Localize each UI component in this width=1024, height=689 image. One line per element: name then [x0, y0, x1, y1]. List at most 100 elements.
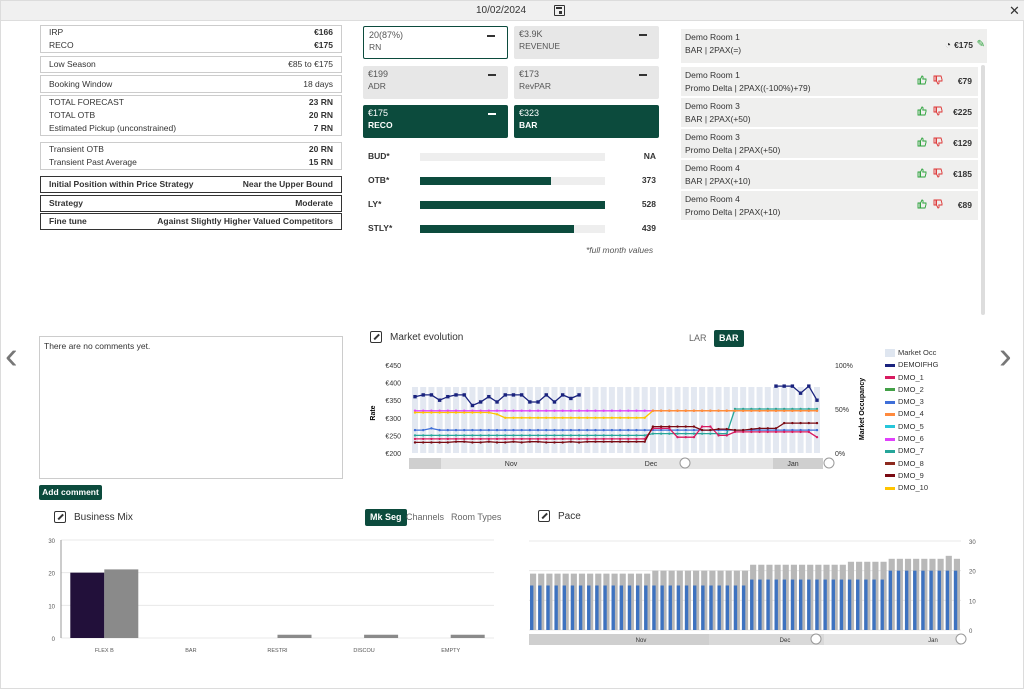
stly-value: 439: [641, 223, 656, 233]
stly-progress: STLY* 439: [368, 222, 660, 236]
legend-item[interactable]: Market Occ: [885, 347, 938, 359]
series-point: [594, 437, 597, 441]
series-point: [766, 427, 769, 430]
legend-swatch: [885, 388, 895, 392]
series-point: [684, 432, 687, 435]
series-point: [430, 427, 433, 430]
comments-box[interactable]: There are no comments yet.: [39, 336, 343, 479]
tab-mk-seg[interactable]: Mk Seg: [365, 509, 407, 526]
series-point: [528, 434, 532, 437]
series-point: [495, 413, 499, 416]
thumbs-up-icon[interactable]: [917, 137, 927, 147]
series-point: [750, 427, 753, 431]
series-point: [512, 428, 515, 432]
series-point: [602, 416, 605, 419]
legend-item[interactable]: DMO_8: [885, 458, 938, 470]
occupancy-bar: [420, 387, 427, 453]
bar: [277, 634, 312, 638]
tab-lar[interactable]: LAR: [689, 333, 707, 343]
series-point: [478, 400, 483, 404]
legend-item[interactable]: DMO_7: [885, 445, 938, 457]
thumbs-down-icon[interactable]: [933, 199, 943, 209]
calendar-icon[interactable]: [554, 5, 565, 16]
occupancy-bar: [666, 387, 673, 453]
room-list-scrollbar[interactable]: [981, 65, 985, 315]
legend-item[interactable]: DMO_6: [885, 433, 938, 445]
date-display[interactable]: 10/02/2024: [476, 5, 527, 16]
expand-icon[interactable]: [538, 510, 550, 522]
series-point: [758, 428, 761, 432]
otb-progress: OTB* 373: [368, 174, 660, 188]
revpar-tile[interactable]: €173 RevPAR: [514, 66, 659, 99]
series-point: [807, 384, 811, 388]
series-point: [438, 411, 441, 414]
occupancy-bar: [502, 387, 509, 453]
thumbs-down-icon[interactable]: [933, 168, 943, 178]
legend-swatch: [885, 437, 895, 441]
series-point: [446, 409, 450, 412]
series-point: [586, 434, 589, 437]
legend-item[interactable]: DMO_3: [885, 396, 938, 408]
legend-swatch: [885, 449, 895, 453]
bar-tile[interactable]: €323 BAR: [514, 105, 659, 138]
minus-icon: [488, 113, 496, 115]
occupancy-bar: [518, 387, 525, 453]
close-icon[interactable]: ✕: [1009, 3, 1020, 18]
x-tick-label: FLEX B: [95, 648, 114, 654]
legend-item[interactable]: DMO_2: [885, 384, 938, 396]
thumbs-up-icon[interactable]: [917, 168, 927, 178]
expand-icon[interactable]: [54, 511, 66, 523]
thumbs-down-icon[interactable]: [933, 137, 943, 147]
series-point: [577, 428, 581, 432]
occupancy-bar: [658, 387, 665, 453]
series-point: [553, 416, 556, 419]
room-rate-item: Demo Room 1 Promo Delta | 2PAX((-100%)+7…: [681, 67, 978, 96]
series-point: [553, 409, 556, 412]
pace-bar-otb: [660, 585, 664, 630]
legend-item[interactable]: DMO_1: [885, 372, 938, 384]
stly-label: STLY*: [368, 223, 393, 233]
legend-item[interactable]: DMO_9: [885, 470, 938, 482]
thumbs-up-icon[interactable]: [917, 75, 927, 85]
bar-tile-label: BAR: [519, 120, 538, 130]
irp-table: IRP €166 RECO €175: [40, 25, 342, 53]
series-point: [676, 432, 679, 435]
thumbs-up-icon[interactable]: [917, 106, 927, 116]
prev-arrow-icon[interactable]: ‹: [5, 335, 18, 377]
legend-item[interactable]: DMO_4: [885, 408, 938, 420]
tab-bar[interactable]: BAR: [714, 330, 744, 347]
thumbs-down-icon[interactable]: [933, 75, 943, 85]
series-point: [791, 430, 794, 434]
legend-item[interactable]: DMO_5: [885, 421, 938, 433]
series-point: [741, 430, 745, 434]
series-point: [643, 440, 646, 443]
series-point: [635, 428, 638, 432]
initial-position-label: Initial Position within Price Strategy: [49, 179, 194, 189]
gauge-icon: ◔: [944, 40, 951, 51]
series-point: [512, 434, 515, 437]
next-arrow-icon[interactable]: ›: [999, 335, 1012, 377]
tab-channels[interactable]: Channels: [406, 512, 445, 522]
thumb-down-outline-icon[interactable]: ✎: [976, 39, 985, 50]
tab-room-types[interactable]: Room Types: [451, 512, 502, 522]
legend-item[interactable]: DMO_10: [885, 482, 938, 494]
add-comment-button[interactable]: Add comment: [39, 485, 102, 500]
occupancy-bar: [748, 387, 755, 453]
occupancy-bar: [485, 387, 492, 453]
rn-tile[interactable]: 20(87%) RN: [363, 26, 508, 59]
series-point: [553, 434, 556, 437]
revenue-tile[interactable]: €3.9K REVENUE: [514, 26, 659, 59]
revpar-value: €173: [519, 69, 540, 79]
expand-icon[interactable]: [370, 331, 382, 343]
adr-tile[interactable]: €199 ADR: [363, 66, 508, 99]
y-tick-label: 0: [969, 629, 973, 635]
series-point: [479, 411, 482, 414]
series-point: [553, 437, 556, 441]
legend-item[interactable]: DEMOIFHG: [885, 359, 938, 371]
otb-label: OTB*: [368, 175, 390, 185]
reco-tile[interactable]: €175 RECO: [363, 105, 508, 138]
thumbs-up-icon[interactable]: [917, 199, 927, 209]
thumbs-down-icon[interactable]: [933, 106, 943, 116]
series-point: [454, 440, 458, 443]
series-point: [627, 409, 630, 412]
